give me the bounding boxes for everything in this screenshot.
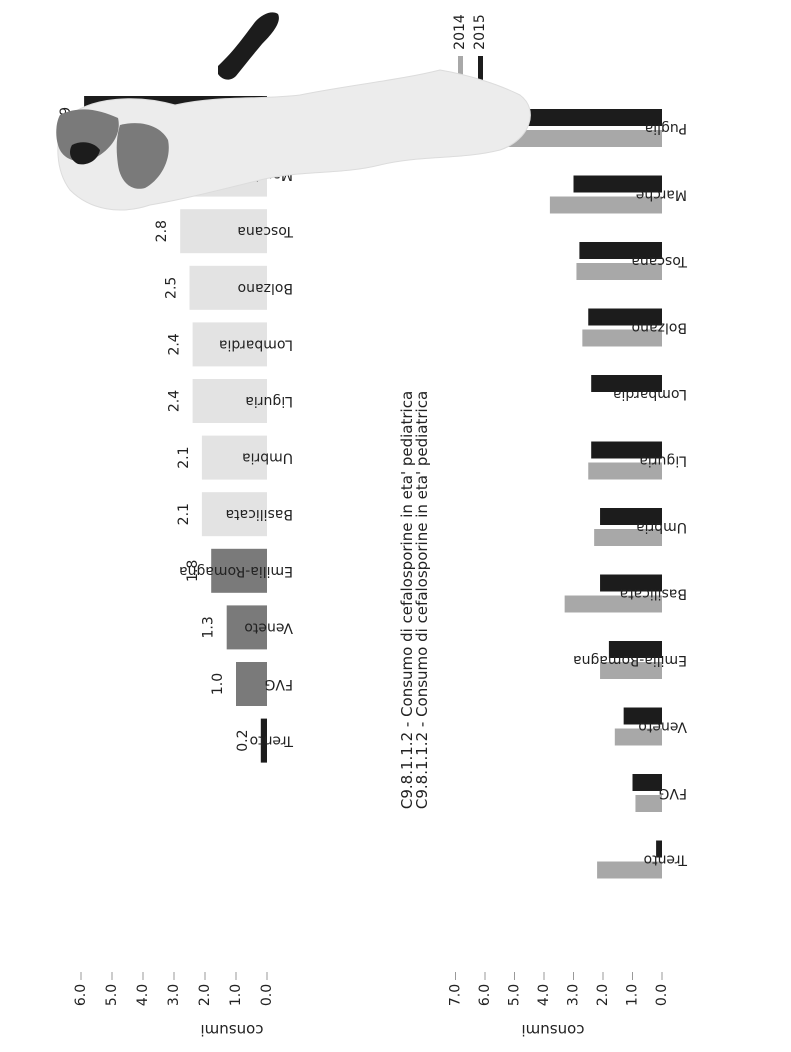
top-category-label: FVG [265,676,293,692]
top-ytick-label: 5.0 [104,984,120,1006]
top-bar [260,718,267,763]
top-value-label: 0.2 [235,729,251,751]
bottom-ytick-label: 2.0 [595,984,611,1006]
top-value-label: 2.1 [176,446,192,468]
top-bar [192,322,267,367]
top-ytick-label: 3.0 [166,984,182,1006]
bar-2014 [576,263,662,280]
bar-2015 [600,574,662,592]
bar-2014 [635,795,662,812]
top-bar-chart: C9.8.1.1.2 - Consumo di cefalosporine in… [58,96,416,1039]
bottom-category-label: Trento [644,852,688,868]
top-category-label: Emilia-Romagna [179,563,293,579]
top-category-label: Bolzano [238,280,293,296]
bar-2014 [597,861,662,879]
top-value-label: 2.1 [176,503,192,525]
bottom-category-label: Umbria [636,519,687,535]
bar-2015 [573,175,662,193]
top-category-label: Veneto [244,619,293,635]
bottom-ytick-label: 0.0 [654,984,670,1006]
bar-2015 [600,508,662,525]
top-ytick-label: 2.0 [197,984,213,1006]
bottom-category-label: Bolzano [632,320,687,336]
top-ytick-label: 1.0 [228,984,244,1006]
bar-2014 [549,196,662,214]
bar-2014 [594,529,662,546]
bottom-ytick-label: 6.0 [477,984,493,1006]
bottom-ytick-label: 4.0 [536,984,552,1006]
bottom-category-label: Liguria [639,453,687,469]
bar-2014 [600,662,662,679]
bottom-category-label: Emilia-Romagna [573,652,687,668]
bottom-chart-ylabel: consumi [521,1021,584,1039]
bottom-chart-title: C9.8.1.1.2 - Consumo di cefalosporine in… [413,391,431,809]
bar-2015 [656,840,662,858]
bottom-category-label: Veneto [638,719,687,735]
top-bar [189,265,267,310]
top-value-label: 2.4 [167,390,183,412]
top-bar [180,209,267,254]
bar-2015 [623,707,662,725]
map-region-trento [70,142,100,165]
bottom-category-label: Puglia [645,120,687,136]
map-region-puglia [218,12,279,80]
top-ytick-label: 4.0 [135,984,151,1006]
legend-label-2014: 2014 [452,14,468,50]
top-category-label: Lombardia [219,336,293,352]
bottom-category-label: Basilicata [620,586,688,602]
top-value-label: 1.8 [185,560,201,582]
bottom-ytick-label: 3.0 [566,984,582,1006]
top-bar [192,379,267,423]
bottom-grouped-bar-chart: C9.8.1.1.2 - Consumo di cefalosporine in… [413,14,688,1039]
bottom-category-label: Marche [636,187,687,203]
top-bar [236,662,267,706]
map-region-emilia-veneto [116,123,169,189]
bar-2014 [588,462,662,480]
top-value-label: 1.3 [201,616,217,638]
top-chart-ylabel: consumi [200,1021,263,1039]
top-bar [226,605,267,650]
bar-2015 [591,441,662,459]
bottom-ytick-label: 7.0 [448,984,464,1006]
italy-map-image [56,12,531,211]
bottom-category-label: Lombardia [613,386,687,402]
bar-2014 [582,329,662,347]
top-chart-title: C9.8.1.1.2 - Consumo di cefalosporine in… [398,391,416,809]
top-value-label: 2.5 [164,277,180,299]
bar-2015 [579,242,662,259]
bar-2014 [614,728,662,746]
top-category-label: Basilicata [226,506,294,522]
top-value-label: 2.4 [167,333,183,355]
bottom-category-label: Toscana [631,253,688,269]
top-category-label: Liguria [245,393,293,409]
bar-2015 [591,375,662,392]
top-value-label: 2.8 [154,220,170,242]
top-ytick-label: 6.0 [73,984,89,1006]
bar-2014 [564,595,662,613]
bottom-category-label: FVG [659,785,687,801]
bar-2015 [588,308,662,326]
bottom-ytick-label: 5.0 [507,984,523,1006]
bar-2015 [608,641,662,658]
bottom-ytick-label: 1.0 [625,984,641,1006]
top-category-label: Umbria [242,450,293,466]
top-category-label: Trento [250,733,294,749]
top-ytick-label: 0.0 [259,984,275,1006]
top-bar [201,492,267,537]
map-land [57,69,531,211]
top-bar [211,548,267,593]
legend-label-2015: 2015 [472,14,488,50]
bar-2015 [632,774,662,791]
bar-2015 [487,109,662,126]
top-category-label: Toscana [237,223,294,239]
top-bar [201,435,267,480]
top-value-label: 1.0 [210,673,226,695]
